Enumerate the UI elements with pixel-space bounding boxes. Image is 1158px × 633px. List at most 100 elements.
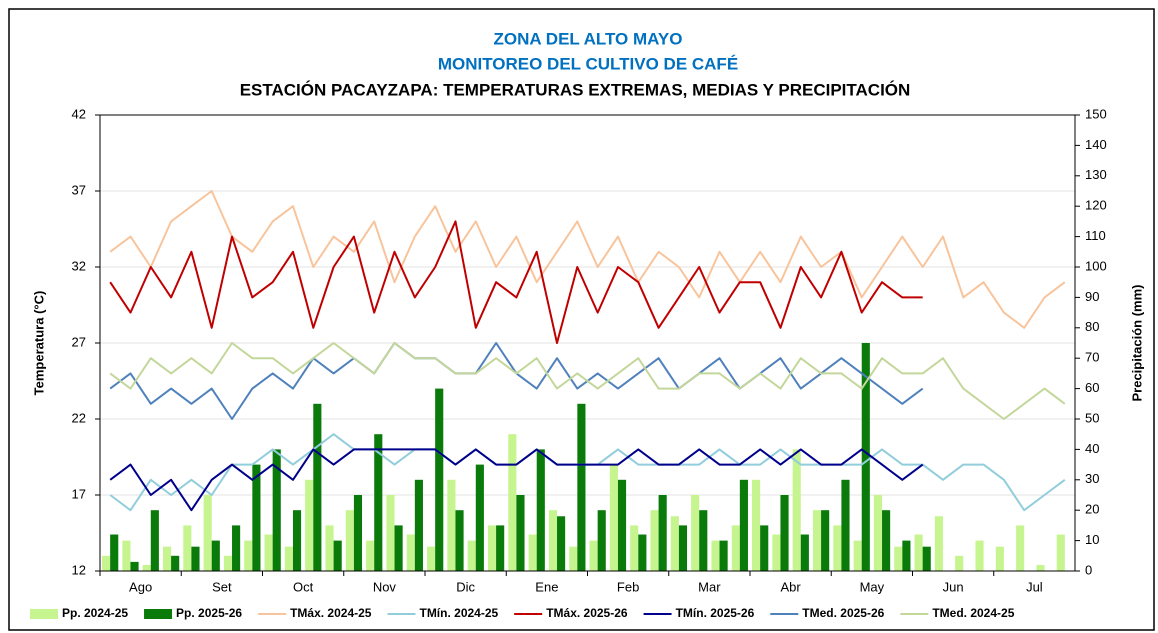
precip-bar bbox=[739, 479, 748, 571]
precip-bar bbox=[882, 510, 891, 571]
precip-bar bbox=[171, 555, 180, 571]
precip-bar bbox=[467, 540, 476, 571]
precip-bar bbox=[577, 403, 586, 571]
precip-bar bbox=[922, 546, 931, 571]
precip-bar bbox=[536, 449, 545, 571]
precip-bar bbox=[162, 546, 172, 571]
precip-bar bbox=[366, 540, 375, 571]
precip-bar bbox=[508, 434, 517, 571]
precip-bar bbox=[122, 540, 131, 571]
x-tick-label: May bbox=[860, 579, 885, 594]
y2-tick-label: 60 bbox=[1085, 380, 1099, 395]
precip-bar bbox=[841, 479, 850, 571]
y2-tick-label: 90 bbox=[1085, 289, 1099, 304]
precip-bar bbox=[142, 564, 151, 571]
y-tick-label: 22 bbox=[72, 410, 86, 425]
precip-bar bbox=[333, 540, 342, 571]
precip-bar bbox=[447, 479, 456, 571]
legend-label: TMín. 2024-25 bbox=[419, 606, 498, 620]
precip-bar bbox=[130, 561, 139, 571]
x-tick-label: Ene bbox=[535, 579, 558, 594]
y2-tick-label: 130 bbox=[1085, 167, 1107, 182]
temp-line bbox=[109, 220, 923, 344]
precip-bar bbox=[699, 510, 708, 571]
x-tick-label: Nov bbox=[373, 579, 397, 594]
precip-bar bbox=[800, 534, 809, 571]
x-tick-label: Set bbox=[212, 579, 232, 594]
precip-bar bbox=[760, 525, 769, 571]
precip-bar bbox=[110, 534, 119, 571]
precip-bar bbox=[609, 464, 618, 571]
precip-bar bbox=[995, 546, 1004, 571]
y2-tick-label: 40 bbox=[1085, 441, 1099, 456]
precip-bar bbox=[516, 495, 525, 571]
precip-bar bbox=[223, 555, 233, 571]
precip-bar bbox=[902, 540, 911, 571]
y-tick-label: 27 bbox=[72, 334, 86, 349]
y2-tick-label: 100 bbox=[1085, 258, 1107, 273]
precip-bar bbox=[678, 525, 688, 571]
precip-bar bbox=[975, 540, 984, 571]
precip-bar bbox=[374, 434, 383, 571]
precip-bar bbox=[589, 540, 598, 571]
precip-bar bbox=[861, 343, 870, 571]
title: ZONA DEL ALTO MAYO bbox=[494, 29, 683, 48]
y2-tick-label: 150 bbox=[1085, 106, 1107, 121]
precip-bar bbox=[272, 449, 281, 571]
precip-bar bbox=[284, 546, 293, 571]
precip-bar bbox=[386, 495, 395, 571]
legend-label: TMed. 2025-26 bbox=[802, 606, 884, 620]
precip-bar bbox=[406, 534, 415, 571]
precip-bar bbox=[264, 534, 273, 571]
chart-border bbox=[8, 8, 1155, 631]
precip-bar bbox=[894, 546, 903, 571]
y-axis-label: Temperatura (°C) bbox=[31, 291, 46, 396]
y2-tick-label: 0 bbox=[1085, 562, 1092, 577]
precip-bar bbox=[833, 525, 842, 571]
legend-swatch bbox=[144, 609, 173, 619]
y2-tick-label: 120 bbox=[1085, 198, 1107, 213]
precip-bar bbox=[1056, 534, 1065, 571]
chart-title: ESTACIÓN PACAYZAPA: TEMPERATURAS EXTREMA… bbox=[240, 80, 911, 99]
y2-tick-label: 110 bbox=[1085, 228, 1106, 243]
precip-bar bbox=[731, 525, 740, 571]
precip-bar bbox=[772, 534, 781, 571]
precip-bar bbox=[325, 525, 334, 571]
temp-line bbox=[109, 448, 924, 512]
temp-line bbox=[109, 342, 1066, 420]
precip-bar bbox=[496, 525, 505, 571]
subtitle: MONITOREO DEL CULTIVO DE CAFÉ bbox=[438, 54, 738, 73]
x-tick-label: Feb bbox=[617, 579, 639, 594]
precip-bar bbox=[252, 464, 261, 571]
precip-bar bbox=[292, 510, 302, 571]
precip-bar bbox=[548, 510, 558, 571]
precip-bar bbox=[102, 555, 111, 571]
precip-bar bbox=[244, 540, 253, 571]
precip-bar bbox=[211, 540, 220, 571]
precip-bar bbox=[873, 495, 883, 571]
y2-axis-label: Precipitación (mm) bbox=[1129, 284, 1144, 401]
legend-label: Pp. 2025-26 bbox=[176, 606, 242, 620]
precip-bar bbox=[670, 516, 679, 571]
precip-bar bbox=[183, 525, 192, 571]
y-tick-label: 37 bbox=[72, 182, 86, 197]
precip-bar bbox=[528, 534, 537, 571]
precip-bar bbox=[719, 540, 728, 571]
precip-bar bbox=[821, 510, 830, 571]
legend-label: Pp. 2024-25 bbox=[62, 606, 128, 620]
y2-tick-label: 30 bbox=[1085, 471, 1099, 486]
legend-swatch bbox=[30, 609, 58, 619]
precip-bar bbox=[630, 525, 639, 571]
y2-tick-label: 70 bbox=[1085, 350, 1099, 365]
x-tick-label: Ago bbox=[129, 579, 152, 594]
precip-bar bbox=[475, 464, 484, 571]
precip-bar bbox=[414, 479, 423, 571]
precip-bar bbox=[305, 479, 314, 571]
precip-bar bbox=[1016, 525, 1025, 571]
legend-label: TMed. 2024-25 bbox=[932, 606, 1014, 620]
precip-bar bbox=[435, 388, 444, 571]
precip-bar bbox=[638, 534, 647, 571]
x-tick-label: Oct bbox=[293, 579, 314, 594]
y2-tick-label: 20 bbox=[1085, 502, 1099, 517]
